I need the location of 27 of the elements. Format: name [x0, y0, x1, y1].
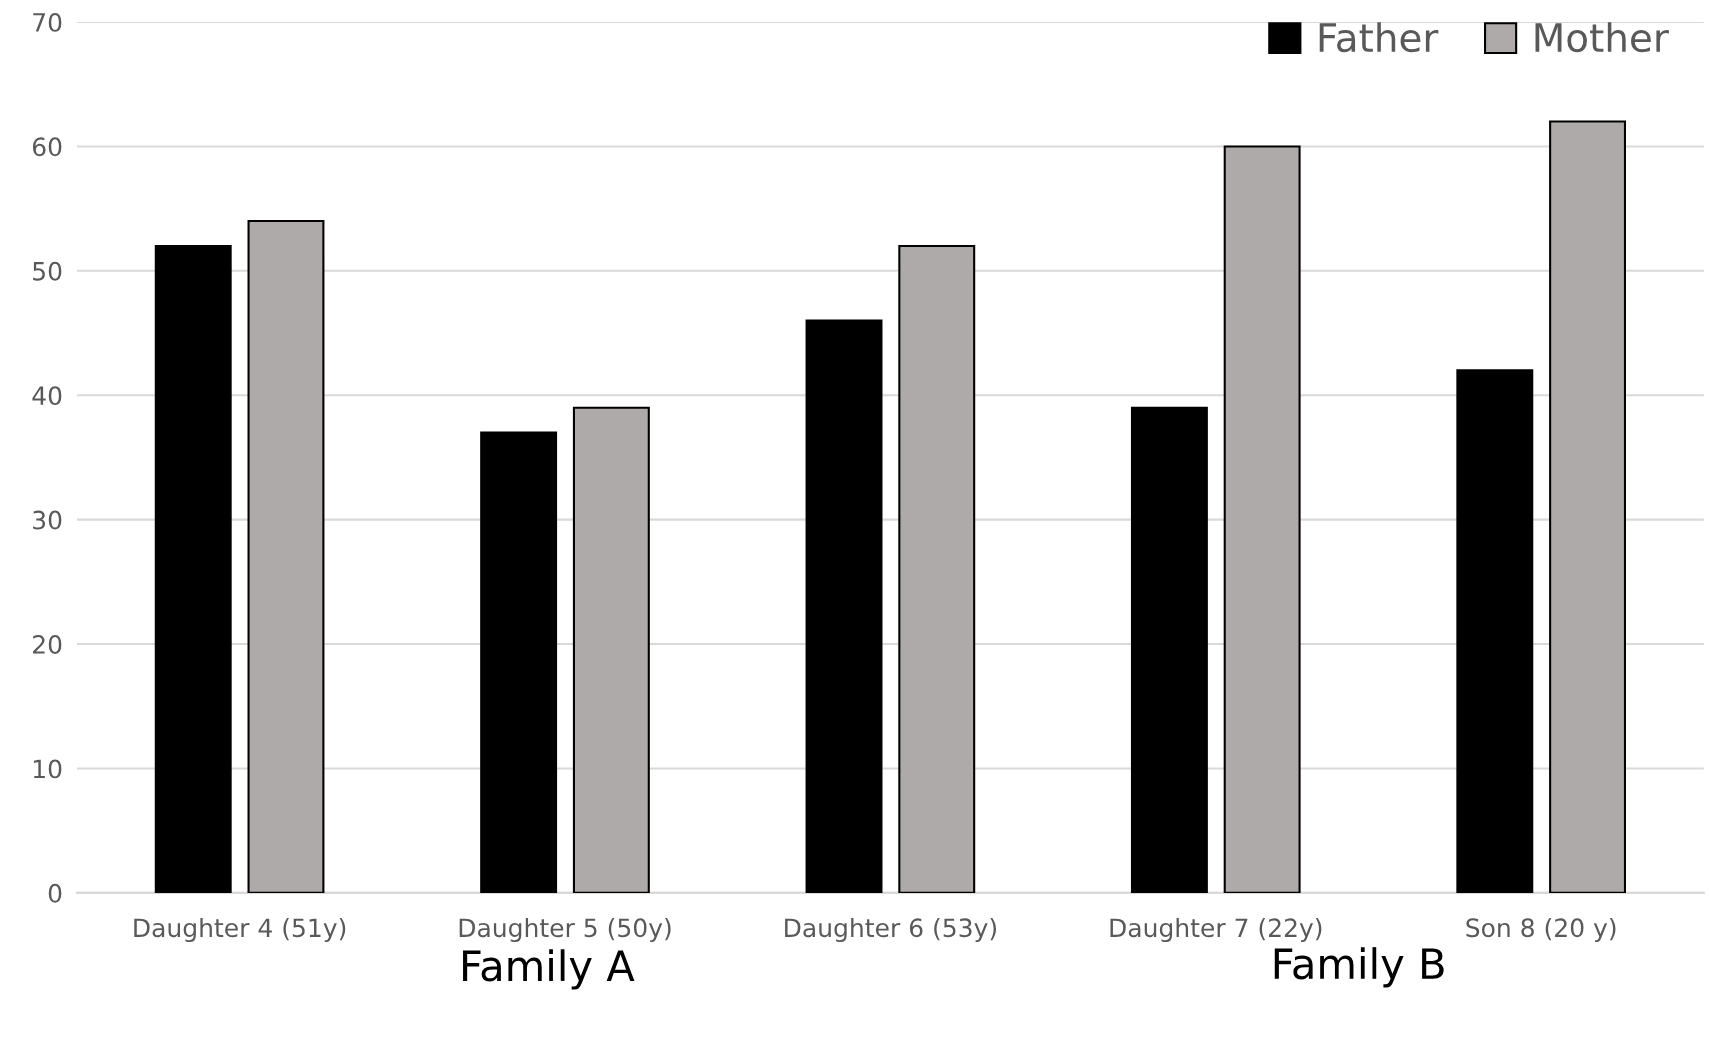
- bar: [154, 244, 232, 893]
- legend-label: Father: [1319, 22, 1439, 53]
- y-tick-label: 30: [33, 510, 62, 530]
- bar: [898, 244, 976, 893]
- bar: [1456, 369, 1534, 893]
- bar: [1549, 120, 1627, 893]
- y-tick-label: 60: [32, 137, 62, 157]
- y-tick-label: 0: [48, 883, 62, 903]
- bar: [572, 406, 650, 893]
- y-tick-label: 70: [33, 12, 62, 32]
- x-tick-label: Daughter 7 (22y): [1110, 917, 1322, 943]
- y-tick-label: 20: [33, 635, 62, 654]
- y-tick-label: 10: [33, 759, 62, 779]
- text: Family B: [1274, 947, 1444, 988]
- text: Family A: [463, 949, 635, 990]
- y-tick-label: 50: [33, 261, 62, 281]
- y-tick-label: 40: [32, 386, 62, 406]
- bar: [247, 220, 325, 893]
- bar: [1130, 406, 1208, 893]
- x-tick-label: Daughter 6 (53y): [785, 917, 996, 943]
- bar: [1223, 145, 1301, 893]
- bar: [805, 319, 883, 893]
- x-tick-label: Son 8 (20 y): [1466, 917, 1616, 943]
- x-tick-label: Daughter 5 (50y): [459, 917, 671, 943]
- bar: [480, 431, 558, 893]
- x-tick-label: Daughter 4 (51y): [134, 917, 346, 943]
- legend-label: Mother: [1535, 22, 1669, 53]
